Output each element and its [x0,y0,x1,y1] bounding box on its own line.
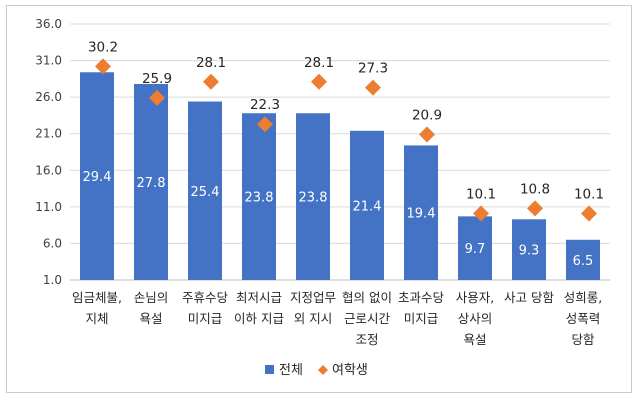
y-tick-label: 21.0 [35,127,62,141]
bar [188,101,222,280]
marker-value-label: 22.3 [250,97,280,113]
legend-label: 여학생 [332,363,368,378]
category-label: 사용자, [456,290,494,305]
marker-value-label: 25.9 [142,71,172,87]
bar [404,145,438,280]
bar [134,83,168,280]
category-label: 상사의 [458,311,493,326]
diamond-marker [257,116,273,133]
legend-label: 전체 [279,363,303,378]
bar-value-label: 27.8 [137,176,166,191]
bar-value-label: 9.3 [519,244,540,259]
marker-value-label: 10.1 [466,186,496,202]
category-label: 당함 [571,332,595,347]
category-label: 미지급 [188,311,223,326]
marker-value-label: 28.1 [304,55,334,71]
category-label: 손님의 [134,290,169,305]
diamond-marker [203,73,219,90]
category-label: 미지급 [404,311,439,326]
legend-swatch-diamond [318,365,328,375]
bar [80,72,114,280]
category-label: 성희롱, [564,290,602,305]
bar [242,113,276,280]
category-label: 주휴수당 [182,290,229,305]
diamond-marker [473,205,489,222]
bar-value-label: 29.4 [83,170,112,185]
bar-value-label: 21.4 [353,199,382,214]
category-label: 욕설 [139,311,162,326]
bar [512,219,546,280]
diamond-marker [527,200,543,217]
marker-value-label: 28.1 [196,55,226,71]
category-label: 성폭력 [566,311,601,326]
bar [296,113,330,280]
marker-value-label: 20.9 [412,107,442,123]
marker-value-label: 30.2 [88,39,118,55]
category-label: 근로시간 [344,311,391,326]
bar [458,216,492,280]
category-label: 초과수당 [398,290,445,305]
bar-value-label: 9.7 [465,242,486,257]
diamond-marker [365,79,381,96]
y-tick-label: 1.0 [43,273,62,287]
category-label: 욕설 [463,332,486,347]
marker-value-label: 10.8 [520,181,550,197]
bar [566,239,600,280]
diamond-marker [149,89,165,106]
diamond-marker [95,58,111,75]
y-tick-label: 26.0 [35,90,62,104]
marker-value-label: 10.1 [574,186,604,202]
diamond-marker [311,73,327,90]
category-label: 최저시급 [236,290,282,305]
marker-value-label: 27.3 [358,61,388,77]
category-label: 임금체불, [72,290,122,305]
category-label: 이하 지급 [234,311,284,326]
diamond-marker [581,205,597,222]
bar-value-label: 25.4 [191,185,220,200]
category-label: 조정 [355,332,378,347]
category-label: 지체 [85,311,108,326]
category-label: 외 지시 [294,311,332,326]
bar-value-label: 23.8 [299,191,328,206]
bar-value-label: 23.8 [245,191,274,206]
y-tick-label: 36.0 [35,17,62,31]
category-label: 사고 당함 [504,290,554,305]
y-tick-label: 11.0 [35,200,62,214]
legend-swatch-bar [265,365,274,374]
y-tick-label: 31.0 [35,54,62,68]
bar-value-label: 6.5 [573,254,594,269]
category-label: 협의 없이 [342,290,392,305]
diamond-marker [419,126,435,143]
bar [350,130,384,280]
y-tick-label: 6.0 [43,236,62,250]
y-tick-label: 16.0 [35,163,62,177]
category-label: 지정업무 [290,290,336,305]
bar-value-label: 19.4 [407,207,436,222]
